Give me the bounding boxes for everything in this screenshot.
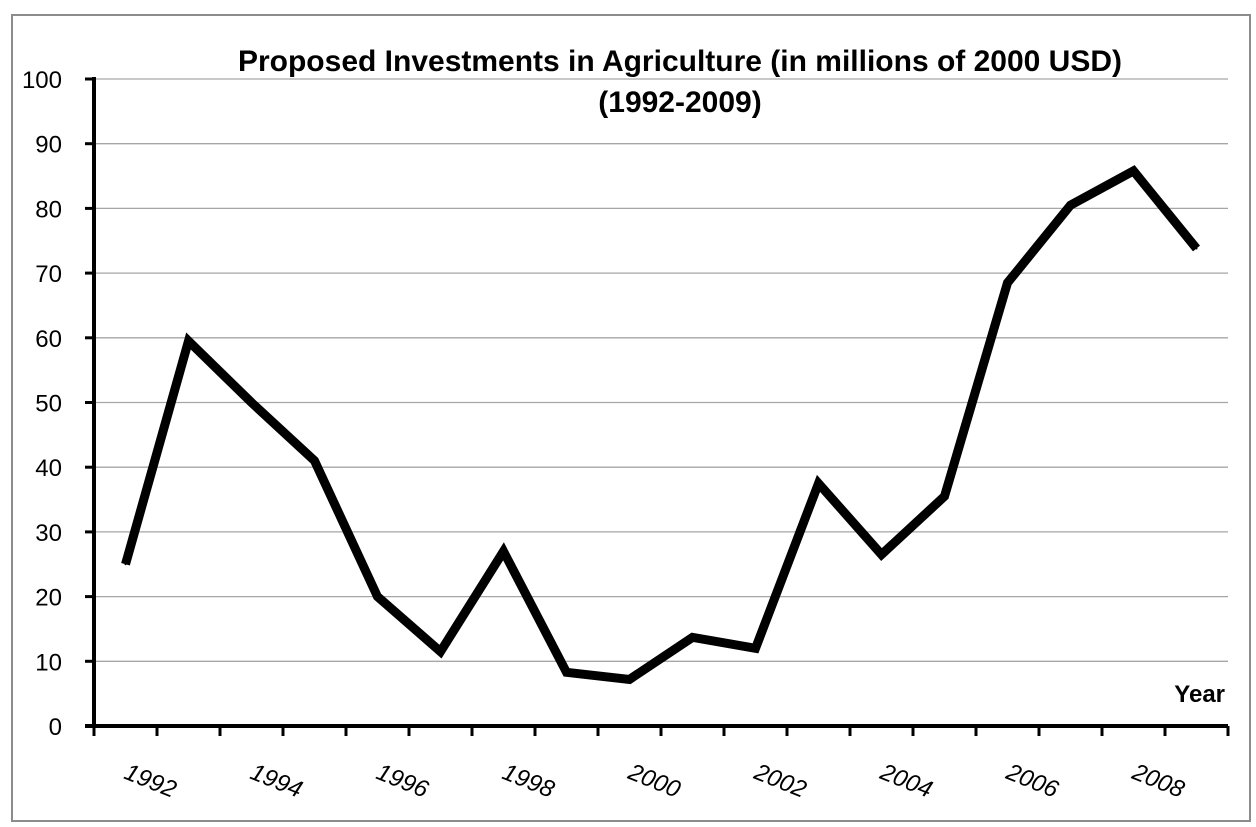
x-tick-label: 2006 [1002,758,1063,804]
y-tick-label: 80 [35,196,62,223]
x-tick-label: 1998 [499,759,559,804]
series-line [121,165,1200,685]
data-point [754,647,757,650]
data-point [250,401,253,404]
x-axis-label: Year [1174,681,1225,708]
data-point [1006,281,1009,284]
y-tick-label: 0 [49,714,62,741]
x-tick-label: 2002 [750,758,811,803]
data-point [628,678,631,681]
chart-frame [11,14,1251,822]
data-point [313,459,316,462]
x-tick-label: 1994 [247,759,307,804]
data-point [943,495,946,498]
x-ticks: 1992 1994 1996 1998 2000 2002 2004 2006 2008 [92,726,1230,804]
chart-title: Proposed Investments in Agriculture (in … [238,45,1122,78]
data-point [1195,247,1198,250]
data-point [187,340,190,343]
data-point [376,595,379,598]
gridlines [94,78,1228,662]
series-layer [121,165,1200,685]
data-point [817,482,820,485]
x-tick-label: 2008 [1128,758,1189,804]
x-tick-label: 2004 [876,758,937,803]
data-point [502,550,505,553]
y-tick-label: 10 [35,649,62,676]
x-tick-label: 1996 [373,759,433,804]
data-point [1069,204,1072,207]
y-tick-label: 100 [22,67,62,94]
data-point [124,563,127,566]
data-point [880,553,883,556]
y-tick-label: 40 [35,455,62,482]
chart-subtitle: (1992-2009) [598,86,761,119]
x-tick-label: 1992 [121,759,181,804]
y-ticks: 0 10 20 30 40 50 60 70 80 90 100 [22,67,94,741]
data-point [691,636,694,639]
y-tick-label: 60 [35,326,62,353]
data-point [439,650,442,653]
data-point [1132,169,1135,172]
y-tick-label: 30 [35,520,62,547]
data-point [565,671,568,674]
y-tick-label: 90 [35,132,62,159]
y-tick-label: 70 [35,261,62,288]
y-tick-label: 50 [35,391,62,418]
x-tick-label: 2000 [624,758,685,804]
y-tick-label: 20 [35,585,62,612]
